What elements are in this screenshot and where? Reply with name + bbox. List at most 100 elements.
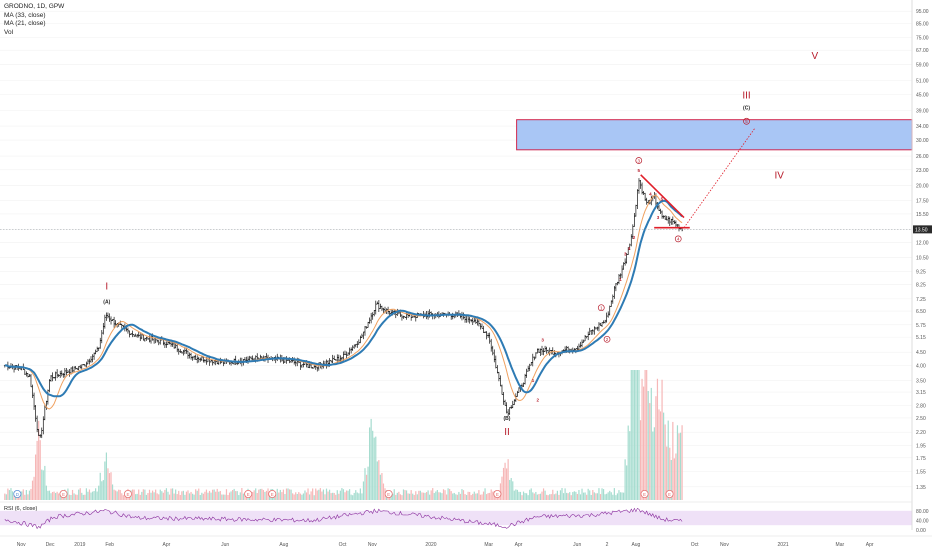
volume-bar <box>669 447 671 500</box>
volume-bar <box>419 490 422 500</box>
wave-label[interactable]: 2 <box>633 235 636 240</box>
volume-bar <box>84 494 86 500</box>
wave-label[interactable]: IV <box>775 170 785 181</box>
volume-bar <box>88 489 91 500</box>
wave-label-circled[interactable]: 2 <box>606 337 609 342</box>
volume-bar <box>224 494 226 500</box>
event-marker[interactable] <box>384 489 393 498</box>
event-marker[interactable] <box>59 489 68 498</box>
volume-bar <box>101 481 103 500</box>
volume-bar <box>205 489 208 500</box>
event-marker[interactable] <box>13 489 22 498</box>
volume-bar <box>73 493 75 500</box>
event-marker-label[interactable]: E <box>643 492 646 497</box>
event-marker[interactable] <box>244 489 253 498</box>
event-marker-label[interactable]: E <box>247 492 250 497</box>
volume-bar <box>492 491 494 500</box>
volume-bar <box>425 492 428 500</box>
volume-bar <box>604 494 606 500</box>
time-tick-label: Jun <box>221 542 229 548</box>
volume-bar <box>181 491 183 500</box>
rsi-legend[interactable]: RSI (6, close) <box>4 506 37 512</box>
volume-bar <box>547 495 549 500</box>
volume-bar <box>336 490 338 500</box>
volume-bar <box>599 494 602 500</box>
event-marker[interactable] <box>665 489 674 498</box>
volume-bar <box>572 492 574 500</box>
volume-bar <box>96 491 98 500</box>
target-zone-box[interactable] <box>516 119 913 151</box>
volume-bar <box>204 491 206 500</box>
legend-ma-33[interactable]: MA (33, close) <box>4 11 46 19</box>
event-marker[interactable] <box>123 489 132 498</box>
volume-bar <box>512 481 514 500</box>
wave-label[interactable]: 5 <box>638 168 641 173</box>
price-tick-label: 2.50 <box>916 416 926 422</box>
triangle-upper-trendline[interactable] <box>640 174 685 219</box>
time-tick-label: 2021 <box>778 542 789 548</box>
wave-label[interactable]: I <box>105 281 108 292</box>
event-marker-label[interactable]: E <box>668 492 671 497</box>
event-marker-label[interactable]: E <box>126 492 129 497</box>
volume-bar <box>370 418 372 500</box>
price-tick-label: 6.50 <box>916 309 926 315</box>
wave-label[interactable]: (C) <box>743 105 750 111</box>
wave-label[interactable]: III <box>742 91 750 102</box>
wave-label[interactable]: 2 <box>537 397 540 402</box>
volume-bar <box>173 493 175 500</box>
event-marker[interactable] <box>640 489 649 498</box>
event-marker-label[interactable]: E <box>271 492 274 497</box>
legend-volume[interactable]: Vol <box>4 28 14 36</box>
wave-label-circled[interactable]: 3 <box>638 158 641 163</box>
wave-label[interactable]: 3 <box>541 338 544 343</box>
legend-ma-21[interactable]: MA (21, close) <box>4 20 46 28</box>
wave-label[interactable]: (A) <box>103 300 110 306</box>
volume-bar <box>227 494 229 500</box>
volume-bar <box>675 453 677 500</box>
volume-bar <box>21 491 23 500</box>
volume-bar <box>561 488 563 500</box>
event-marker-label[interactable]: E <box>387 492 390 497</box>
wave-label[interactable]: 1 <box>619 277 622 282</box>
volume-bar <box>401 495 403 500</box>
event-marker[interactable] <box>268 489 277 498</box>
wave-label[interactable]: (B) <box>504 416 511 422</box>
event-marker-label[interactable]: E <box>496 492 499 497</box>
price-tick-label: 4.50 <box>916 350 926 356</box>
volume-bar <box>661 379 663 500</box>
wave-label-circled[interactable]: 1 <box>600 306 603 311</box>
time-tick-label: 2020 <box>425 542 436 548</box>
wave-label[interactable]: 4 <box>628 246 631 251</box>
volume-bar <box>567 493 569 500</box>
volume-bar <box>479 494 482 500</box>
resistance-box[interactable] <box>516 119 913 151</box>
volume-bar <box>221 494 223 500</box>
event-marker-label[interactable]: D <box>16 492 20 497</box>
volume-bar <box>573 491 575 500</box>
volume-bar <box>255 488 257 500</box>
wave-label[interactable]: 5 <box>661 196 664 201</box>
wave-label[interactable]: 3 <box>624 251 627 256</box>
wave-label[interactable]: II <box>504 427 510 438</box>
wave-label-circled[interactable]: 5 <box>745 119 748 124</box>
wave-label[interactable]: 3 <box>657 215 660 220</box>
projection-line[interactable] <box>683 127 756 228</box>
rsi-tick-label: 0.00 <box>916 528 926 534</box>
wave-label[interactable]: 1 <box>532 378 535 383</box>
volume-bar <box>415 491 417 500</box>
volume-bar <box>295 492 297 500</box>
time-tick-label: Nov <box>17 542 26 548</box>
symbol-title[interactable]: GRODNO, 1D, GPW <box>4 3 65 10</box>
volume-bar <box>358 493 360 500</box>
wave-label-circled[interactable]: 4 <box>677 237 680 242</box>
event-marker[interactable] <box>493 489 502 498</box>
event-marker-label[interactable]: E <box>62 492 65 497</box>
wave-label[interactable]: 4 <box>649 191 652 196</box>
volume-bar <box>312 488 314 500</box>
wave-label[interactable]: V <box>811 51 818 62</box>
price-tick-label: 23.00 <box>916 168 929 174</box>
volume-bar <box>267 488 269 500</box>
volume-bar <box>156 493 158 500</box>
